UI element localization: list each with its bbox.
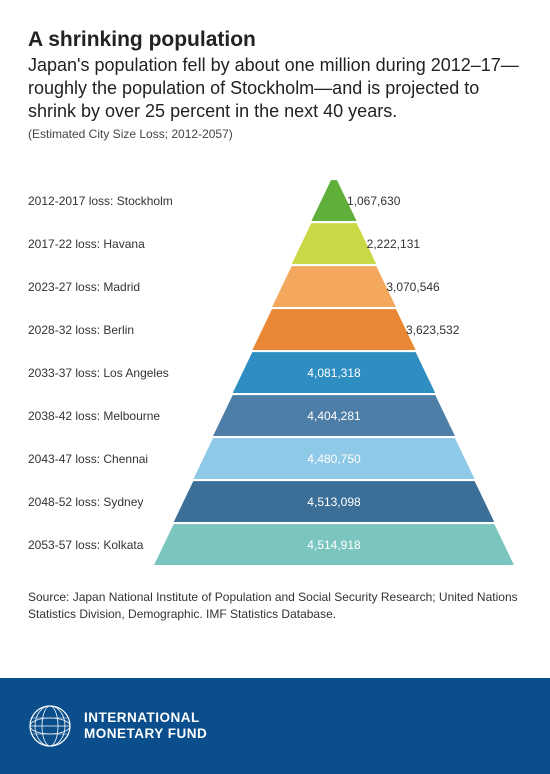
row-value: 4,081,318 xyxy=(307,366,360,380)
pyramid-row: 2048-52 loss: Sydney 4,513,098 xyxy=(28,480,522,523)
row-value: 3,623,532 xyxy=(406,323,459,337)
row-label: 2048-52 loss: Sydney xyxy=(28,495,143,509)
pyramid-row: 2053-57 loss: Kolkata 4,514,918 xyxy=(28,523,522,566)
pyramid-row: 2033-37 loss: Los Angeles 4,081,318 xyxy=(28,351,522,394)
pyramid-slice xyxy=(252,309,415,350)
row-label: 2023-27 loss: Madrid xyxy=(28,280,140,294)
row-value: 3,070,546 xyxy=(386,280,439,294)
row-value: 4,513,098 xyxy=(307,495,360,509)
org-name-line2: MONETARY FUND xyxy=(84,726,207,742)
footer-bar: INTERNATIONAL MONETARY FUND xyxy=(0,678,550,774)
pyramid-row: 2023-27 loss: Madrid 3,070,546 xyxy=(28,265,522,308)
imf-logo: INTERNATIONAL MONETARY FUND xyxy=(28,704,207,748)
pyramid-row: 2012-2017 loss: Stockholm 1,067,630 xyxy=(28,179,522,222)
row-label: 2012-2017 loss: Stockholm xyxy=(28,194,173,208)
pyramid-row: 2038-42 loss: Melbourne 4,404,281 xyxy=(28,394,522,437)
org-name-line1: INTERNATIONAL xyxy=(84,710,207,726)
row-value: 4,514,918 xyxy=(307,538,360,552)
pyramid-chart: 2012-2017 loss: Stockholm 1,067,630 2017-2… xyxy=(28,179,522,567)
row-value: 2,222,131 xyxy=(367,237,420,251)
pyramid-row: 2028-32 loss: Berlin 3,623,532 xyxy=(28,308,522,351)
pyramid-slice xyxy=(292,223,377,264)
pyramid-slice xyxy=(272,266,396,307)
row-label: 2017-22 loss: Havana xyxy=(28,237,145,251)
imf-seal-icon xyxy=(28,704,72,748)
imf-logo-text: INTERNATIONAL MONETARY FUND xyxy=(84,710,207,741)
row-label: 2033-37 loss: Los Angeles xyxy=(28,366,169,380)
row-label: 2028-32 loss: Berlin xyxy=(28,323,134,337)
row-value: 4,404,281 xyxy=(307,409,360,423)
pyramid-row: 2043-47 loss: Chennai 4,480,750 xyxy=(28,437,522,480)
row-value: 1,067,630 xyxy=(347,194,400,208)
chart-subtitle: Japan's population fell by about one mil… xyxy=(28,54,522,123)
pyramid-row: 2017-22 loss: Havana 2,222,131 xyxy=(28,222,522,265)
chart-caption: (Estimated City Size Loss; 2012-2057) xyxy=(28,127,522,141)
row-label: 2053-57 loss: Kolkata xyxy=(28,538,143,552)
row-label: 2043-47 loss: Chennai xyxy=(28,452,148,466)
row-label: 2038-42 loss: Melbourne xyxy=(28,409,160,423)
chart-title: A shrinking population xyxy=(28,28,522,52)
source-text: Source: Japan National Institute of Popu… xyxy=(28,589,522,624)
row-value: 4,480,750 xyxy=(307,452,360,466)
